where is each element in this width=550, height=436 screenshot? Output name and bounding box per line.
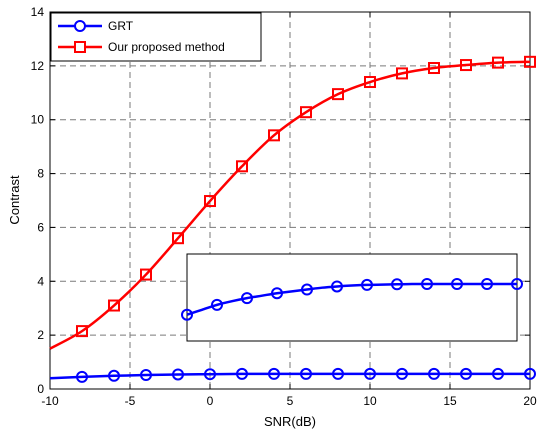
y-tick-label: 0 (37, 382, 44, 396)
x-tick-label: 20 (523, 394, 537, 408)
inset-point (481, 278, 493, 290)
series-point-0 (364, 367, 376, 380)
x-tick-label: 5 (287, 394, 294, 408)
series-point-1 (524, 55, 536, 68)
series-line-1 (49, 60, 531, 350)
plot-border (49, 11, 531, 390)
y-axis-label: Contrast (7, 175, 22, 225)
x-tick-label: 10 (363, 394, 377, 408)
inset-point (331, 280, 343, 293)
series-point-1 (428, 62, 440, 75)
tick-labels: -10 -5 0 5 10 15 20 0 2 4 6 8 10 12 14 (31, 5, 537, 408)
x-axis-label: SNR(dB) (264, 414, 316, 429)
series-point-0 (492, 367, 504, 380)
series-point-0 (108, 369, 120, 382)
y-tick-label: 10 (31, 113, 45, 127)
series-point-0 (268, 367, 280, 380)
inset-point (421, 278, 433, 290)
series-point-1 (268, 129, 280, 142)
inset-point (271, 287, 283, 300)
y-tick-label: 8 (37, 167, 44, 181)
series-point-1 (332, 88, 344, 101)
y-tick-label: 14 (31, 5, 45, 19)
series-point-1 (460, 59, 472, 72)
series-point-0 (428, 367, 440, 380)
inset-point (301, 283, 313, 296)
inset-point (511, 278, 523, 290)
x-tick-label: 15 (443, 394, 457, 408)
series-point-0 (524, 367, 536, 380)
series-point-1 (140, 268, 152, 281)
series-layer (49, 55, 536, 383)
legend-label-grt: GRT (108, 19, 134, 33)
series-point-1 (300, 106, 312, 119)
x-tick-label: 0 (207, 394, 214, 408)
series-point-0 (332, 367, 344, 380)
inset (181, 253, 523, 342)
series-point-0 (236, 367, 248, 380)
x-tick-label: -5 (125, 394, 136, 408)
series-point-0 (396, 367, 408, 380)
inset-point (211, 298, 223, 311)
series-point-0 (204, 368, 216, 381)
series-line-0 (49, 372, 530, 380)
inset-box (186, 253, 518, 342)
series-point-0 (460, 367, 472, 380)
series-point-1 (172, 232, 184, 245)
x-tick-label: -10 (41, 394, 59, 408)
series-point-1 (204, 195, 216, 208)
inset-point (361, 278, 373, 291)
y-tick-label: 2 (37, 328, 44, 342)
series-point-1 (492, 56, 504, 69)
legend-label-proposed: Our proposed method (108, 40, 225, 54)
series-point-1 (108, 299, 120, 312)
series-point-1 (236, 160, 248, 173)
series-point-1 (396, 67, 408, 80)
series-point-0 (140, 368, 152, 381)
y-tick-label: 6 (37, 220, 44, 234)
inset-point (241, 292, 253, 305)
series-point-0 (300, 367, 312, 380)
inset-point (391, 278, 403, 291)
series-point-1 (364, 76, 376, 89)
inset-point (451, 278, 463, 290)
y-tick-label: 4 (37, 274, 44, 288)
series-point-0 (76, 370, 88, 383)
inset-point (181, 308, 193, 321)
y-tick-label: 12 (31, 59, 45, 73)
series-point-0 (172, 368, 184, 381)
legend: GRT Our proposed method (50, 12, 262, 62)
series-point-1 (76, 325, 88, 338)
inset-series (181, 278, 523, 321)
legend-marker-proposed (74, 41, 86, 53)
legend-marker-grt (74, 20, 86, 32)
